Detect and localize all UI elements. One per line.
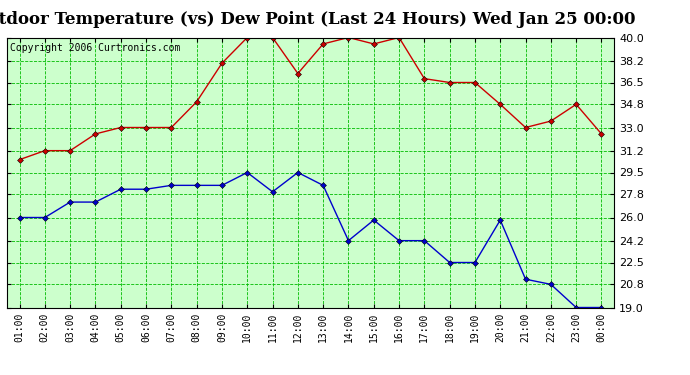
Text: Outdoor Temperature (vs) Dew Point (Last 24 Hours) Wed Jan 25 00:00: Outdoor Temperature (vs) Dew Point (Last… bbox=[0, 11, 635, 28]
Text: Copyright 2006 Curtronics.com: Copyright 2006 Curtronics.com bbox=[10, 43, 180, 53]
